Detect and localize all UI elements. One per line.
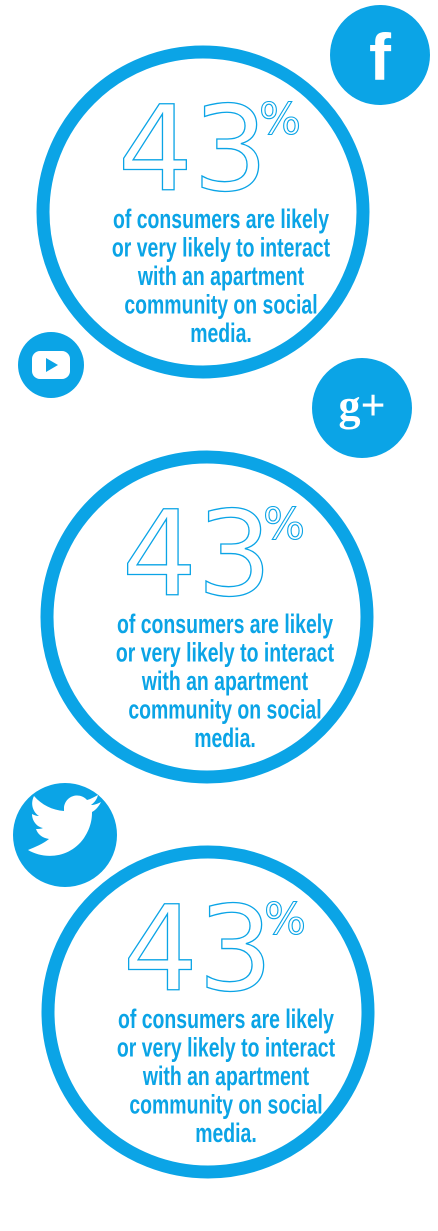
stat-description-line: of consumers are likely xyxy=(117,609,333,639)
stat-description-line: or very likely to interact xyxy=(117,1032,335,1062)
stat-description-line: community on social xyxy=(128,694,321,724)
stat-description-line: with an apartment xyxy=(142,1061,309,1091)
stat-description-line: community on social xyxy=(129,1089,322,1119)
stat-description-line: of consumers are likely xyxy=(113,204,329,234)
stat-unit: % xyxy=(263,499,305,550)
icon-shape xyxy=(46,358,58,372)
stat-number: 43 xyxy=(122,485,272,623)
stat-description-line: media. xyxy=(194,723,256,753)
stat-description-line: community on social xyxy=(124,289,317,319)
icon-circle xyxy=(312,358,412,458)
twitter-icon xyxy=(13,783,117,887)
stat-description-line: media. xyxy=(195,1118,257,1148)
facebook-icon: f xyxy=(330,5,430,105)
panel-ring xyxy=(41,845,375,1179)
stat-description-line: media. xyxy=(190,318,252,348)
icon-label: g+ xyxy=(338,381,385,430)
panel-ring xyxy=(40,450,374,784)
stat-description-line: or very likely to interact xyxy=(112,232,330,262)
stat-unit: % xyxy=(259,94,301,145)
stat-unit: % xyxy=(264,894,306,945)
stat-description-line: with an apartment xyxy=(141,666,308,696)
stat-number: 43 xyxy=(123,880,273,1018)
icon-circle xyxy=(330,5,430,105)
youtube-icon xyxy=(18,332,84,398)
icon-label: f xyxy=(369,20,392,94)
stat-number: 43 xyxy=(118,80,268,218)
stat-description-line: with an apartment xyxy=(137,261,304,291)
icon-shape xyxy=(28,795,101,856)
stat-description-line: or very likely to interact xyxy=(116,637,334,667)
google-plus-icon: g+ xyxy=(312,358,412,458)
panel-ring xyxy=(36,45,370,379)
stat-description-line: of consumers are likely xyxy=(118,1004,334,1034)
